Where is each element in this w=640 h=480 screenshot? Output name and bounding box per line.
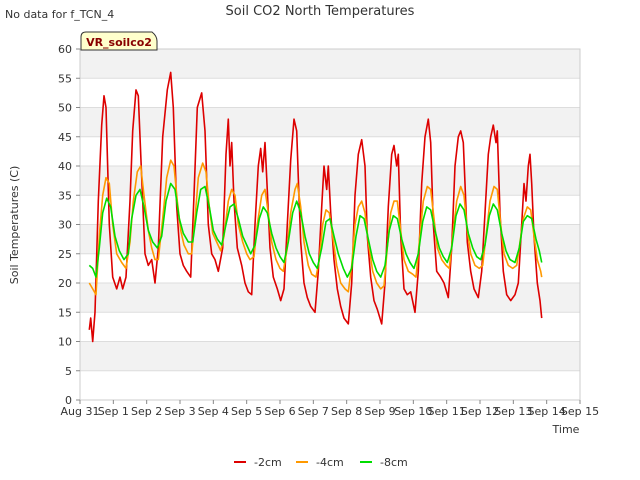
x-tick-label: Sep 4 [198,405,229,418]
y-tick-label: 50 [58,102,72,115]
y-tick-label: 35 [58,189,72,202]
x-axis-label: Time [552,423,580,436]
y-tick-label: 20 [58,277,72,290]
x-tick-label: Aug 31 [61,405,100,418]
x-tick-label: Sep 8 [331,405,362,418]
y-tick-label: 60 [58,43,72,56]
legend-label: -2cm [254,456,282,469]
y-tick-label: 15 [58,306,72,319]
plot-band [80,370,580,400]
x-tick-label: Sep 13 [494,405,532,418]
y-tick-label: 45 [58,131,72,144]
plot-band [80,78,580,108]
y-tick-label: 10 [58,336,72,349]
chart-title: Soil CO2 North Temperatures [226,4,415,19]
series-lines [88,71,543,343]
x-tick-label: Sep 11 [428,405,466,418]
x-tick-label: Sep 10 [394,405,432,418]
station-badge-box [80,31,158,51]
plot-band [80,341,580,371]
plot-band [80,107,580,137]
legend-label: -4cm [316,456,344,469]
plot-band [80,312,580,342]
x-tick-label: Sep 6 [264,405,295,418]
legend-label: -8cm [380,456,408,469]
x-tick-label: Sep 15 [561,405,599,418]
plot-band [80,253,580,283]
y-tick-label: 40 [58,160,72,173]
y-axis-ticks: 0 5 10 15 20 25 30 35 40 45 50 55 60 [58,43,80,407]
series-line-2cmcm [88,71,543,343]
x-tick-label: Sep 5 [231,405,262,418]
x-tick-label: Sep 2 [131,405,162,418]
station-badge: VR_soilco2 [80,31,158,51]
y-tick-label: 55 [58,72,72,85]
plot-band [80,136,580,166]
x-tick-label: Sep 1 [98,405,129,418]
y-axis-label: Soil Temperatures (C) [8,166,21,285]
y-tick-label: 5 [65,365,72,378]
x-tick-label: Sep 9 [364,405,395,418]
x-tick-label: Sep 3 [164,405,195,418]
plot-band [80,283,580,313]
y-tick-label: 25 [58,248,72,261]
series-line-8cmcm [88,182,543,278]
no-data-note: No data for f_TCN_4 [5,8,114,21]
x-tick-label: Sep 12 [461,405,499,418]
station-badge-label: VR_soilco2 [86,36,152,49]
y-tick-label: 0 [65,394,72,407]
x-tick-label: Sep 7 [298,405,329,418]
legend: -2cm -4cm -8cm [234,456,408,469]
x-tick-label: Sep 14 [528,405,566,418]
y-tick-label: 30 [58,219,72,232]
plot-band [80,49,580,79]
